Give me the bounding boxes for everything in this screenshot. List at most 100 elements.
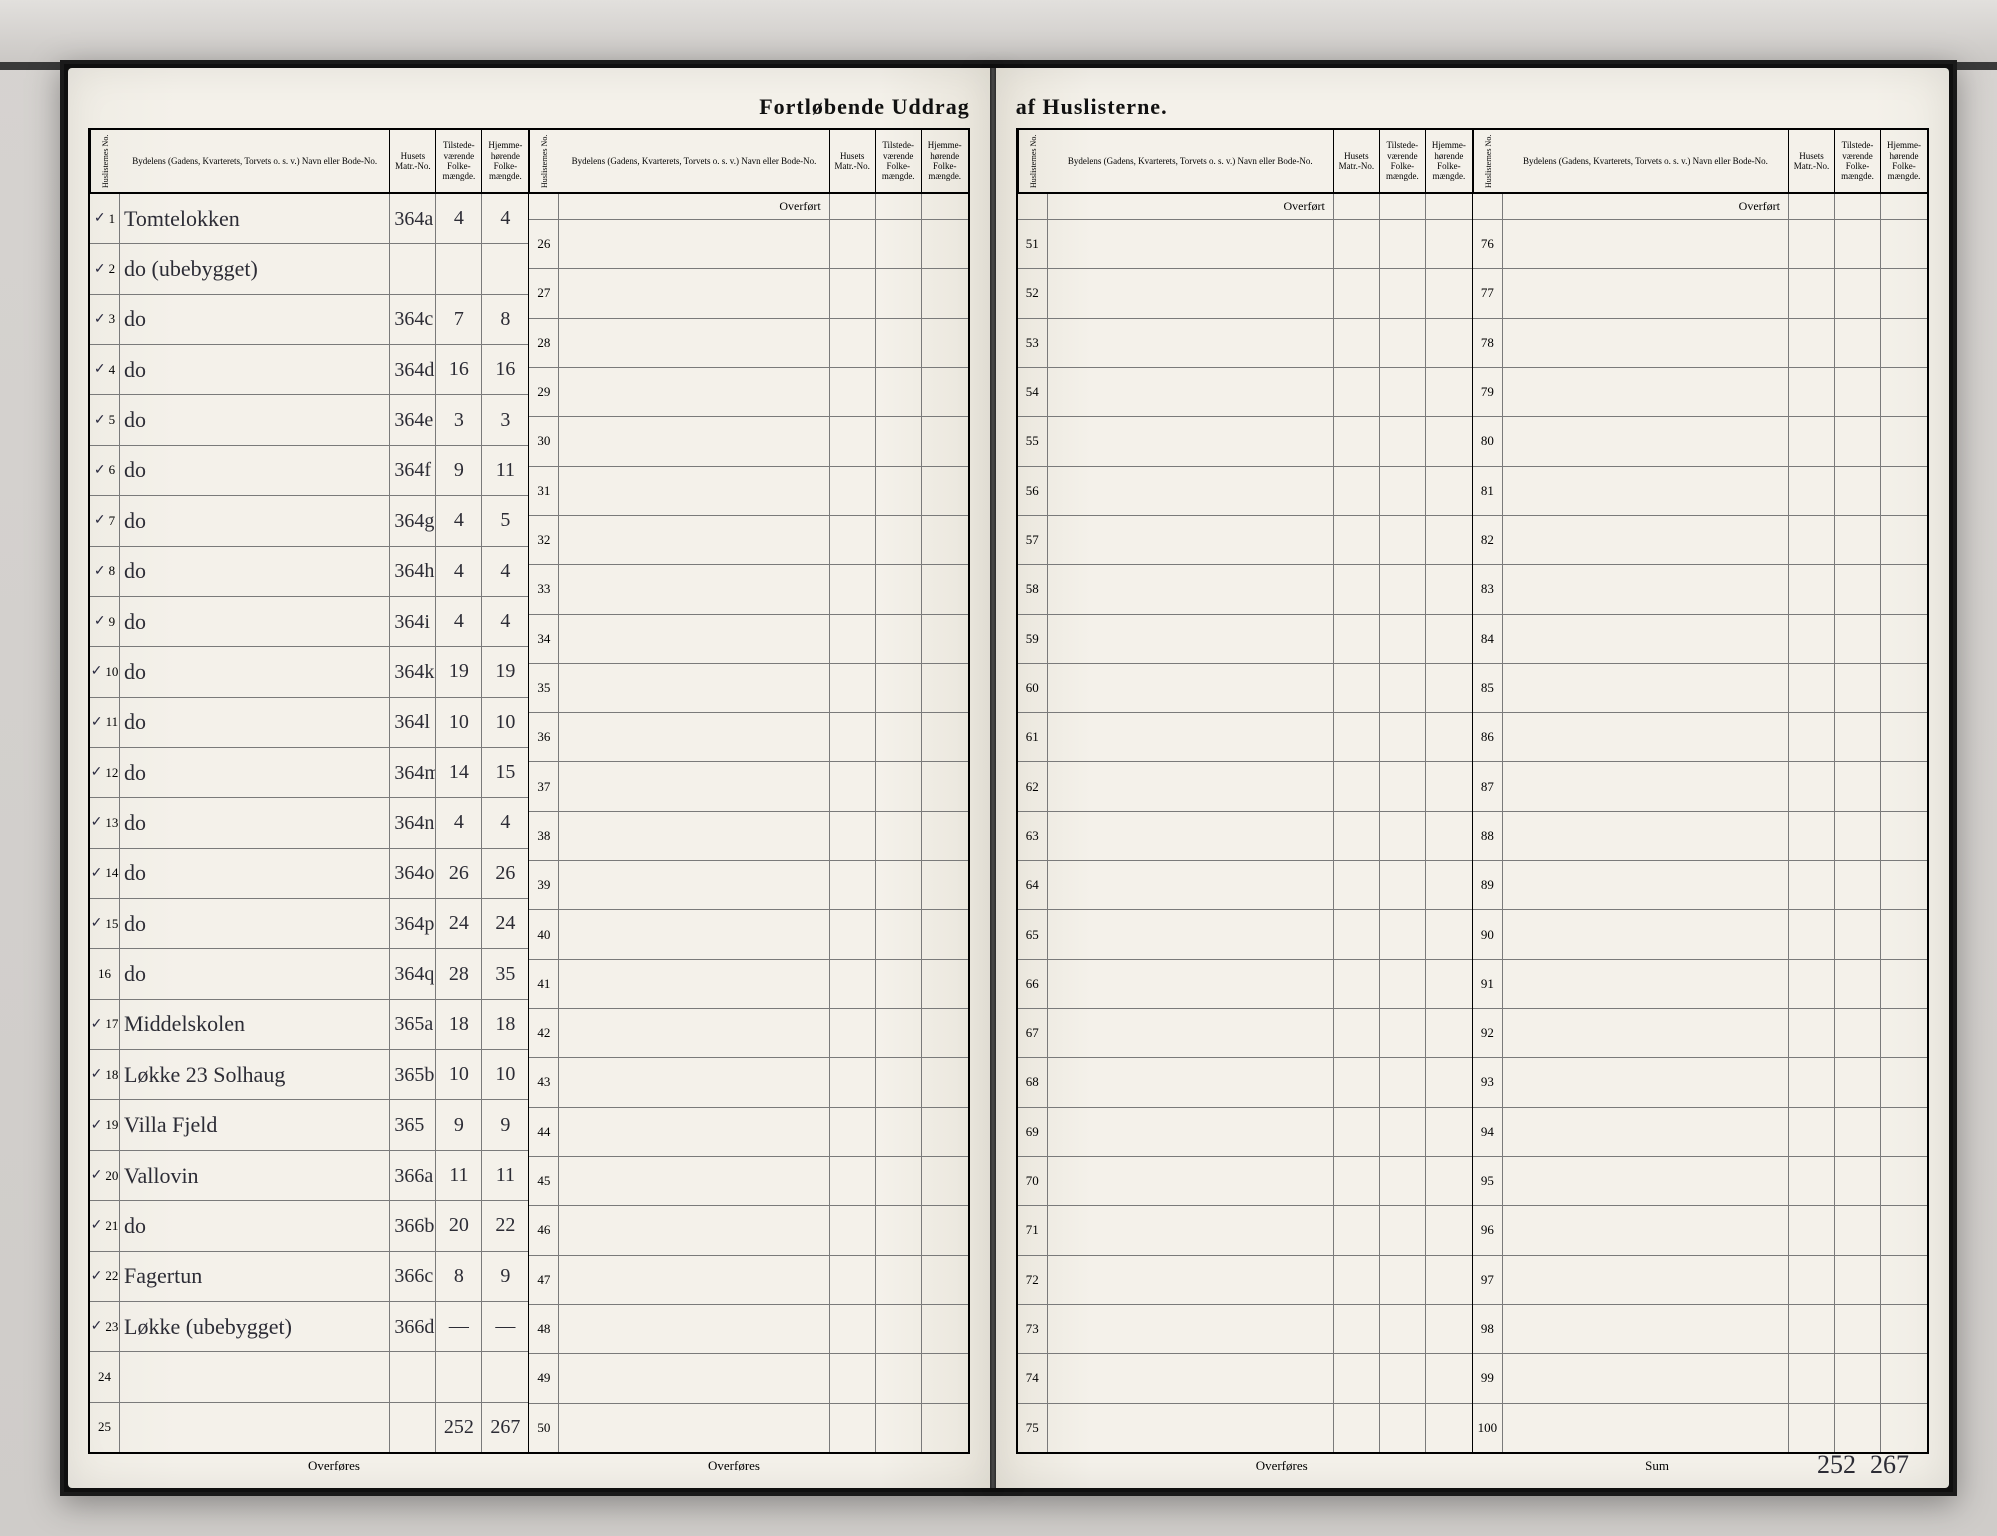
cell-no: 99 (1473, 1354, 1503, 1402)
cell-bydelen: Tomtelokken (120, 194, 390, 243)
table-row: ✓19Villa Fjeld36599 (90, 1100, 528, 1150)
cell-tilstede: 26 (436, 849, 482, 898)
cell-tilstede: 24 (436, 899, 482, 948)
cell-hjemme: 5 (482, 496, 528, 545)
table-row: 40 (529, 910, 967, 959)
cell-no: 42 (529, 1009, 559, 1057)
table-row: ✓8do364h44 (90, 547, 528, 597)
table-row: 95 (1473, 1157, 1927, 1206)
table-row: ✓1Tomtelokken364a44 (90, 194, 528, 244)
sum-tilstede: 252 (1817, 1450, 1856, 1480)
block4-rows: Overført76777879808182838485868788899091… (1473, 194, 1927, 1452)
cell-no: 53 (1018, 319, 1048, 367)
cell-no: ✓10 (90, 647, 120, 696)
cell-matr: 366c (390, 1252, 436, 1301)
cell-no: ✓21 (90, 1201, 120, 1250)
cell-no: 38 (529, 812, 559, 860)
cell-bydelen: do (120, 446, 390, 495)
cell-no: 60 (1018, 664, 1048, 712)
cell-matr: 364q (390, 949, 436, 998)
table-row: 73 (1018, 1305, 1472, 1354)
cell-no: 57 (1018, 516, 1048, 564)
cell-bydelen: Middelskolen (120, 1000, 390, 1049)
cell-tilstede: 10 (436, 698, 482, 747)
cell-no: 90 (1473, 910, 1503, 958)
cell-bydelen: Vallovin (120, 1151, 390, 1200)
cell-no: 84 (1473, 615, 1503, 663)
table-row: 28 (529, 319, 967, 368)
cell-matr (390, 244, 436, 293)
table-row: 37 (529, 762, 967, 811)
cell-no: 87 (1473, 762, 1503, 810)
cell-tilstede (436, 244, 482, 293)
cell-no: 28 (529, 319, 559, 367)
cell-bydelen: do (120, 547, 390, 596)
table-row: 54 (1018, 368, 1472, 417)
cell-bydelen: do (ubebygget) (120, 244, 390, 293)
overfort-label: Overført (1503, 194, 1789, 219)
cell-hjemme: 267 (482, 1403, 528, 1452)
cell-no: ✓20 (90, 1151, 120, 1200)
table-row: 16do364q2835 (90, 949, 528, 999)
column-headers: Huslisternes No. Bydelens (Gadens, Kvart… (1018, 130, 1472, 194)
table-row: 36 (529, 713, 967, 762)
table-row: 26 (529, 220, 967, 269)
column-block-1: Huslisternes No. Bydelens (Gadens, Kvart… (88, 130, 528, 1452)
cell-hjemme: 4 (482, 798, 528, 847)
cell-no: 88 (1473, 812, 1503, 860)
cell-no: ✓4 (90, 345, 120, 394)
column-block-3: Huslisternes No. Bydelens (Gadens, Kvart… (1016, 130, 1472, 1452)
column-block-2: Huslisternes No. Bydelens (Gadens, Kvart… (528, 130, 969, 1452)
cell-hjemme: 9 (482, 1252, 528, 1301)
cell-matr: 366d (390, 1302, 436, 1351)
cell-no: 63 (1018, 812, 1048, 860)
cell-bydelen: do (120, 698, 390, 747)
cell-no: 43 (529, 1058, 559, 1106)
table-row: 56 (1018, 467, 1472, 516)
cell-no: 83 (1473, 565, 1503, 613)
table-row: 77 (1473, 269, 1927, 318)
cell-hjemme: 16 (482, 345, 528, 394)
table-row: 90 (1473, 910, 1927, 959)
cell-no: 91 (1473, 960, 1503, 1008)
cell-tilstede: 4 (436, 496, 482, 545)
table-row: 74 (1018, 1354, 1472, 1403)
table-row: 85 (1473, 664, 1927, 713)
cell-no: 78 (1473, 319, 1503, 367)
sheet-right: Huslisternes No. Bydelens (Gadens, Kvart… (1016, 128, 1929, 1454)
table-row: ✓21do366b2022 (90, 1201, 528, 1251)
table-row: ✓7do364g45 (90, 496, 528, 546)
overfort-label: Overført (559, 194, 829, 219)
cell-matr: 366b (390, 1201, 436, 1250)
cell-no: ✓15 (90, 899, 120, 948)
cell-no: 54 (1018, 368, 1048, 416)
table-row: 75 (1018, 1404, 1472, 1452)
table-row: 24 (90, 1352, 528, 1402)
table-row: 38 (529, 812, 967, 861)
cell-no: ✓13 (90, 798, 120, 847)
ledger-book: Fortløbende Uddrag Huslisternes No. Byde… (60, 60, 1957, 1496)
table-row: 48 (529, 1305, 967, 1354)
table-row: 83 (1473, 565, 1927, 614)
table-row: ✓18Løkke 23 Solhaug365b1010 (90, 1050, 528, 1100)
cell-no: ✓7 (90, 496, 120, 545)
table-row: 41 (529, 960, 967, 1009)
cell-matr: 364l (390, 698, 436, 747)
cell-no: ✓23 (90, 1302, 120, 1351)
cell-matr: 365b (390, 1050, 436, 1099)
table-row: 52 (1018, 269, 1472, 318)
table-row: ✓5do364e33 (90, 395, 528, 445)
cell-no: 70 (1018, 1157, 1048, 1205)
cell-no: 31 (529, 467, 559, 515)
cell-no: 62 (1018, 762, 1048, 810)
cell-matr: 364d (390, 345, 436, 394)
cell-no: 33 (529, 565, 559, 613)
cell-hjemme: 24 (482, 899, 528, 948)
cell-hjemme: 22 (482, 1201, 528, 1250)
block1-rows: ✓1Tomtelokken364a44✓2do (ubebygget)✓3do3… (90, 194, 528, 1452)
cell-no: 39 (529, 861, 559, 909)
cell-no: 36 (529, 713, 559, 761)
cell-matr: 364k (390, 647, 436, 696)
cell-no: 100 (1473, 1404, 1503, 1452)
table-row: 98 (1473, 1305, 1927, 1354)
